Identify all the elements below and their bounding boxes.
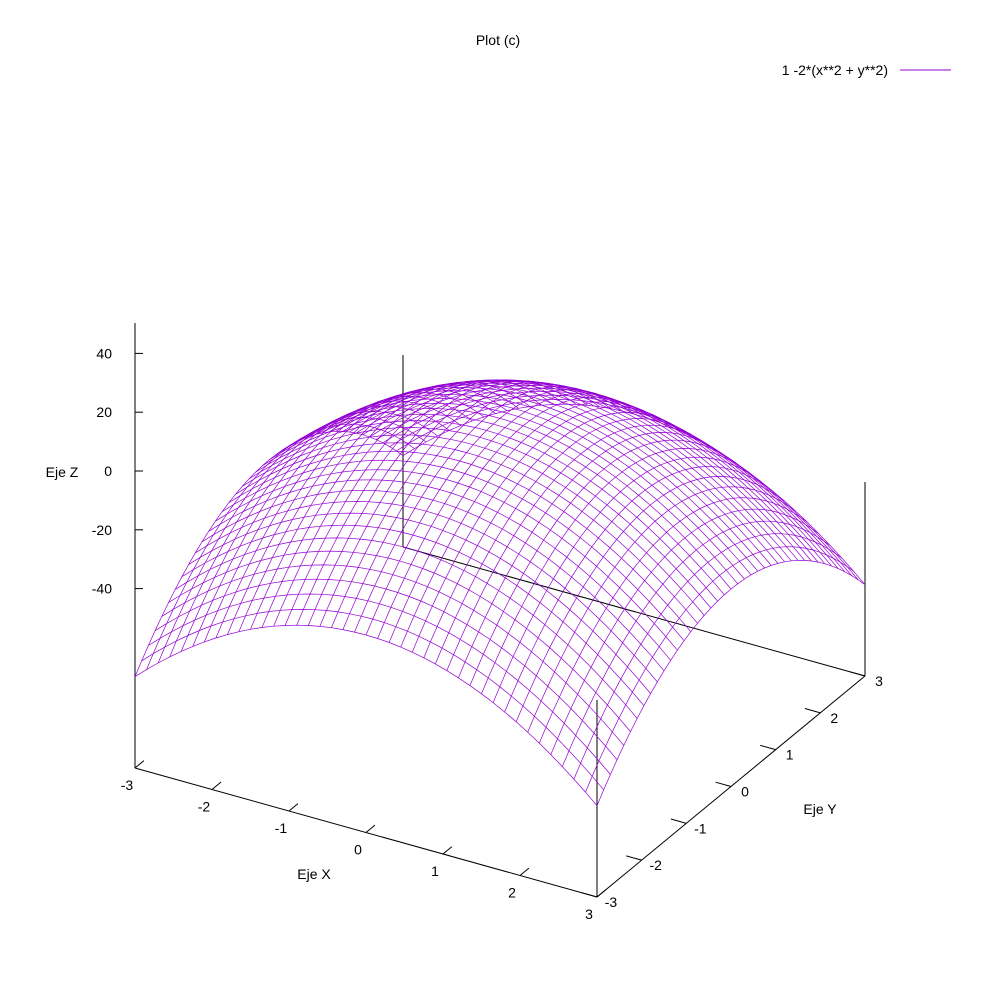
x-tick [134, 760, 145, 769]
mesh-line-y [168, 550, 631, 732]
x-tick-label: 3 [585, 906, 593, 922]
mesh-line-y [369, 385, 832, 567]
y-tick [626, 855, 642, 861]
x-tick [365, 824, 376, 833]
axis-ticks: 40 20 0 -20 -40 -3 -2 -1 0 1 2 3 -3 -2 -1 0 1 2 3 [92, 345, 883, 922]
y-tick [760, 744, 776, 751]
mesh-line-y [275, 402, 738, 585]
x-tick [211, 781, 222, 790]
y-tick [670, 818, 687, 824]
x-tick [519, 867, 530, 876]
mesh-line-y [322, 380, 785, 563]
mesh-line-x [561, 520, 831, 767]
z-tick-label: -40 [92, 581, 112, 597]
mesh-line-y [228, 450, 692, 632]
y-tick-label: -1 [694, 820, 707, 836]
mesh-line-x [515, 476, 785, 722]
mesh-line-x [504, 466, 773, 713]
mesh-line-x [203, 396, 473, 643]
mesh-line-x [573, 533, 843, 780]
x-axis-label: Eje X [297, 866, 331, 882]
mesh-line-x [434, 418, 704, 665]
x-tick-label: -2 [198, 799, 211, 815]
mesh-line-y [134, 624, 598, 806]
mesh-line-y [154, 578, 618, 760]
mesh-line-x [492, 456, 762, 703]
mesh-line-y [389, 394, 852, 576]
mesh-line-x [481, 448, 750, 694]
x-tick-label: 1 [431, 863, 439, 879]
x-tick-label: 0 [354, 842, 362, 858]
x-tick [288, 803, 299, 812]
mesh-line-y [382, 390, 846, 573]
z-tick-label: 0 [104, 463, 112, 479]
x-tick [596, 889, 607, 898]
mesh-line-y [402, 403, 866, 585]
legend-label: 1 -2*(x**2 + y**2) [782, 62, 888, 78]
mesh-line-x [169, 411, 438, 658]
x-tick-label: -3 [121, 777, 134, 793]
mesh-line-y [396, 399, 859, 581]
y-tick-label: 3 [875, 673, 883, 689]
z-tick-label: 20 [96, 404, 112, 420]
mesh-line-y [268, 408, 732, 590]
z-tick-label: 40 [96, 345, 112, 361]
y-tick [849, 671, 866, 677]
mesh-line-y [208, 479, 671, 661]
z-axis-label: Eje Z [46, 464, 79, 480]
mesh-line-x [596, 559, 866, 806]
mesh-line-x [458, 432, 727, 678]
y-tick [715, 781, 732, 787]
x-tick [442, 846, 453, 855]
mesh-line-x [446, 424, 716, 671]
y-tick-label: -3 [605, 894, 618, 910]
mesh-line-x [538, 497, 808, 744]
y-tick-label: 1 [786, 747, 794, 763]
mesh-line-y [141, 609, 604, 791]
back-floor-line [402, 546, 866, 677]
x-tick-label: 2 [508, 885, 516, 901]
y-axis-label: Eje Y [803, 801, 837, 817]
mesh-line-y [215, 469, 678, 651]
mesh-line-x [411, 406, 681, 653]
axis-box [134, 323, 866, 898]
chart-title: Plot (c) [476, 32, 520, 48]
mesh-line-y [362, 382, 826, 564]
mesh-line-x [469, 439, 739, 686]
x-tick-label: -1 [275, 820, 288, 836]
y-tick-label: -2 [649, 857, 662, 873]
mesh-line-y [255, 420, 718, 602]
mesh-line-x [585, 546, 854, 793]
mesh-line-y [161, 564, 625, 746]
mesh-line-y [376, 387, 839, 569]
y-tick-label: 2 [830, 710, 838, 726]
z-tick-label: -20 [92, 522, 112, 538]
mesh-line-y [315, 382, 779, 564]
y-tick [804, 708, 821, 714]
y-tick-label: 0 [741, 784, 749, 800]
mesh-line-y [349, 380, 812, 562]
y-tick [581, 892, 598, 898]
mesh-line-x [550, 508, 820, 755]
mesh-line-y [329, 379, 792, 562]
mesh-line-x [157, 417, 427, 664]
mesh-line-x [527, 486, 796, 733]
mesh-line-x [423, 412, 693, 658]
mesh-line-y [282, 398, 745, 580]
mesh-line-y [342, 379, 805, 561]
surface-mesh [134, 379, 866, 806]
mesh-line-x [354, 386, 623, 633]
mesh-line-y [175, 537, 638, 719]
mesh-line-x [284, 379, 554, 626]
